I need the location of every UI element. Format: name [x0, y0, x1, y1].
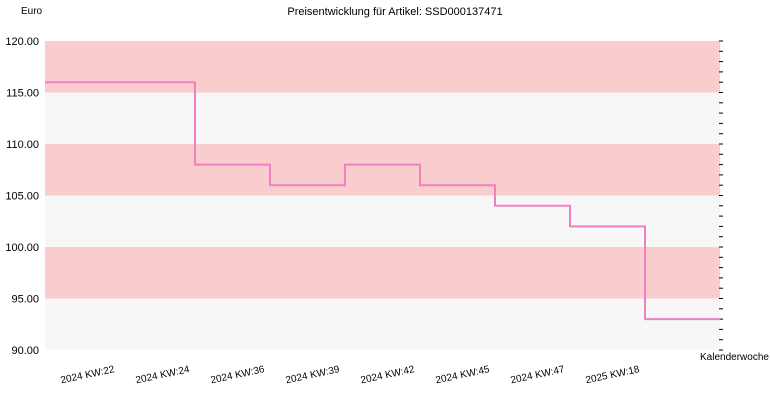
- y-tick-label: 110.00: [6, 139, 39, 151]
- y-tick-label: 120.00: [5, 36, 39, 48]
- band-1: [45, 247, 720, 299]
- x-axis-tick-labels: 2024 KW:22 2024 KW:24 2024 KW:36 2024 KW:39…: [60, 364, 641, 386]
- x-tick-label: 2024 KW:24: [135, 364, 191, 386]
- x-tick-label: 2024 KW:47: [510, 364, 566, 386]
- x-tick-label: 2024 KW:36: [210, 364, 266, 386]
- y-tick-label: 105.00: [5, 191, 39, 203]
- band-5: [45, 41, 720, 93]
- y-axis-tick-labels: 90.00 95.00 100.00 105.00 110.00 115.00 120.00: [5, 36, 39, 357]
- x-tick-label: 2025 KW:18: [585, 364, 641, 386]
- x-tick-label: 2024 KW:22: [60, 364, 116, 386]
- price-step-line: [45, 81, 720, 321]
- band-4: [45, 92, 720, 144]
- chart-title: Preisentwicklung für Artikel: SSD0001374…: [287, 6, 502, 18]
- band-2: [45, 195, 720, 247]
- x-tick-label: 2024 KW:42: [360, 364, 416, 386]
- x-tick-label: 2024 KW:45: [435, 364, 491, 386]
- series-layer: [45, 81, 720, 321]
- y-tick-label: 95.00: [11, 294, 39, 306]
- background-bands: [45, 41, 720, 350]
- band-0: [45, 298, 720, 350]
- y-tick-label: 115.00: [6, 88, 39, 100]
- x-axis-label: Kalenderwoche: [700, 352, 769, 363]
- right-axis-ticks: [719, 40, 723, 351]
- y-tick-label: 100.00: [5, 242, 39, 254]
- y-tick-label: 90.00: [11, 345, 39, 357]
- band-3: [45, 144, 720, 196]
- x-tick-label: 2024 KW:39: [285, 364, 341, 386]
- y-axis-label: Euro: [21, 6, 43, 17]
